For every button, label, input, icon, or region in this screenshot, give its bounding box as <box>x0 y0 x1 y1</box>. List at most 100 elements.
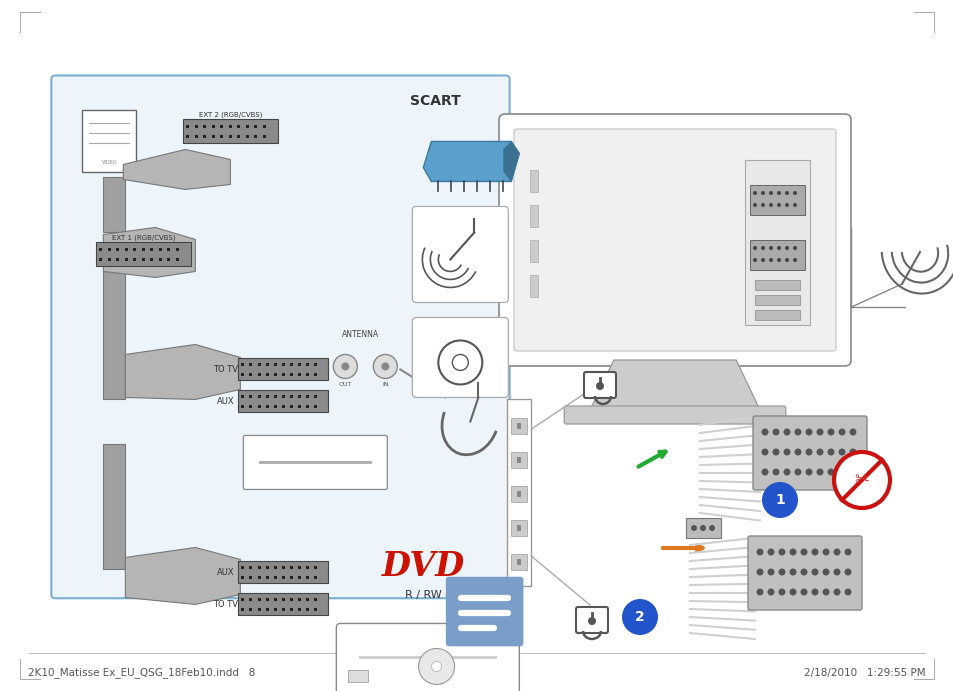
Bar <box>125 247 128 251</box>
Bar <box>241 598 244 601</box>
Polygon shape <box>503 142 518 182</box>
Bar <box>229 124 232 128</box>
Circle shape <box>700 525 705 531</box>
Circle shape <box>596 382 603 390</box>
Circle shape <box>760 191 764 195</box>
Polygon shape <box>103 178 125 232</box>
Circle shape <box>778 569 784 576</box>
Text: TO TV: TO TV <box>213 600 237 609</box>
Circle shape <box>816 428 822 435</box>
Circle shape <box>833 549 840 556</box>
Bar <box>246 135 249 138</box>
Bar <box>249 598 253 601</box>
Bar <box>530 170 537 192</box>
Bar <box>290 395 293 398</box>
Bar <box>314 373 317 376</box>
Circle shape <box>621 599 658 635</box>
Circle shape <box>756 569 762 576</box>
Text: ✂: ✂ <box>854 471 868 489</box>
Polygon shape <box>589 360 760 410</box>
Circle shape <box>776 246 781 250</box>
Bar <box>517 423 520 429</box>
Circle shape <box>760 428 768 435</box>
Bar <box>265 566 269 569</box>
FancyBboxPatch shape <box>412 317 508 397</box>
Circle shape <box>752 191 757 195</box>
Bar <box>116 247 119 251</box>
Circle shape <box>772 448 779 455</box>
Circle shape <box>826 428 834 435</box>
Bar <box>297 608 301 611</box>
Circle shape <box>811 549 818 556</box>
Bar <box>254 124 257 128</box>
Circle shape <box>843 569 851 576</box>
Bar <box>306 608 309 611</box>
Bar <box>274 598 276 601</box>
Bar <box>297 405 301 408</box>
Bar <box>754 280 800 290</box>
Circle shape <box>778 589 784 596</box>
Bar <box>297 598 301 601</box>
Circle shape <box>811 589 818 596</box>
Circle shape <box>772 428 779 435</box>
Bar <box>306 576 309 579</box>
Bar <box>241 566 244 569</box>
Bar <box>241 576 244 579</box>
Text: AUX: AUX <box>216 568 233 577</box>
Bar <box>257 566 260 569</box>
Bar <box>125 258 128 261</box>
Bar <box>530 275 537 297</box>
Bar <box>151 247 153 251</box>
Circle shape <box>708 525 714 531</box>
Bar <box>254 135 257 138</box>
Circle shape <box>821 569 828 576</box>
Bar <box>249 566 253 569</box>
Circle shape <box>833 589 840 596</box>
Bar <box>194 124 197 128</box>
Bar <box>257 576 260 579</box>
Circle shape <box>690 525 697 531</box>
Circle shape <box>776 203 781 207</box>
Circle shape <box>821 589 828 596</box>
Circle shape <box>767 549 774 556</box>
Bar <box>142 247 145 251</box>
Bar <box>306 566 309 569</box>
Bar <box>265 395 269 398</box>
Bar <box>265 608 269 611</box>
Circle shape <box>794 448 801 455</box>
Circle shape <box>784 203 788 207</box>
Bar <box>265 598 269 601</box>
Circle shape <box>782 468 790 475</box>
Circle shape <box>418 648 455 685</box>
Bar <box>151 258 153 261</box>
Bar <box>237 124 240 128</box>
Bar <box>186 124 189 128</box>
Bar <box>159 247 162 251</box>
Circle shape <box>794 468 801 475</box>
Polygon shape <box>125 547 240 605</box>
Circle shape <box>848 428 856 435</box>
Circle shape <box>752 246 757 250</box>
Bar <box>297 566 301 569</box>
Bar <box>241 363 244 366</box>
Circle shape <box>843 589 851 596</box>
Bar <box>274 576 276 579</box>
Text: EXT 2 (RGB/CVBS): EXT 2 (RGB/CVBS) <box>198 111 262 117</box>
Bar <box>265 576 269 579</box>
Bar <box>108 247 111 251</box>
FancyBboxPatch shape <box>498 114 850 366</box>
Polygon shape <box>423 142 518 182</box>
Circle shape <box>838 428 844 435</box>
Bar <box>238 594 328 616</box>
Text: ANTENNA: ANTENNA <box>341 330 378 339</box>
Bar <box>306 395 309 398</box>
FancyBboxPatch shape <box>514 129 835 351</box>
Bar <box>281 598 285 601</box>
Text: EXT 1 (RGB/CVBS): EXT 1 (RGB/CVBS) <box>112 234 175 240</box>
Text: TO TV: TO TV <box>213 365 237 374</box>
Circle shape <box>373 354 396 379</box>
Circle shape <box>431 661 441 672</box>
Circle shape <box>752 203 757 207</box>
Bar <box>265 363 269 366</box>
Bar <box>290 373 293 376</box>
